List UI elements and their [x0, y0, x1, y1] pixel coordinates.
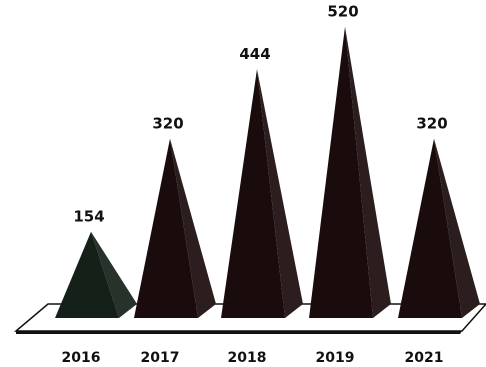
category-label: 2021	[405, 350, 444, 366]
category-label: 2018	[228, 350, 267, 366]
value-label: 320	[152, 115, 183, 133]
value-label: 320	[416, 115, 447, 133]
category-label: 2017	[141, 350, 180, 366]
pyramid-front-face	[134, 138, 198, 318]
pyramid-2017	[134, 138, 216, 318]
pyramid-front-face	[221, 69, 285, 318]
value-labels: 154 320 444 520 320	[73, 3, 447, 226]
pyramid-front-face	[398, 138, 462, 318]
pyramid-side-face	[434, 138, 480, 318]
pyramid-2019	[309, 26, 391, 318]
pyramid-2021	[398, 138, 480, 318]
pyramid-2018	[221, 69, 303, 318]
pyramid-side-face	[345, 26, 391, 318]
value-label: 444	[239, 45, 270, 63]
pyramid-2016	[55, 231, 137, 318]
value-label: 520	[327, 3, 358, 21]
category-label: 2019	[316, 350, 355, 366]
category-labels: 2016 2017 2018 2019 2021	[62, 350, 444, 366]
pyramid-front-face	[55, 231, 119, 318]
pyramid-side-face	[257, 69, 303, 318]
category-label: 2016	[62, 350, 101, 366]
pyramid-front-face	[309, 26, 373, 318]
pyramid-side-face	[91, 231, 137, 318]
floor-front-edge	[16, 331, 462, 334]
value-label: 154	[73, 208, 104, 226]
pyramid-side-face	[170, 138, 216, 318]
pyramid-series	[55, 26, 480, 318]
